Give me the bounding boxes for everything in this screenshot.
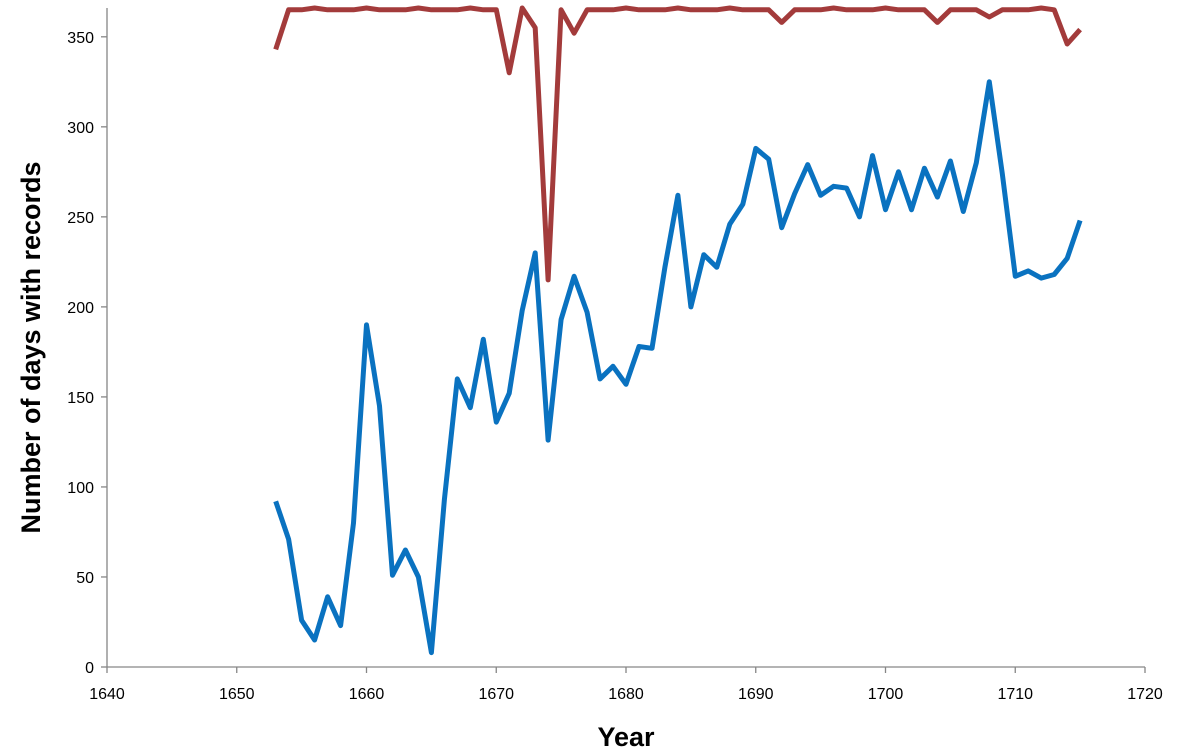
series-line-2 (273, 79, 1083, 656)
x-tick-label: 1670 (478, 686, 514, 703)
y-tick-label: 150 (67, 390, 94, 407)
x-tick-label: 1640 (89, 686, 125, 703)
x-tick-label: 1650 (219, 686, 255, 703)
y-tick-label: 350 (67, 30, 94, 47)
series-line-1 (273, 5, 1082, 283)
y-tick-label: 100 (67, 480, 94, 497)
axes (106, 8, 1145, 668)
x-tick-label: 1680 (608, 686, 644, 703)
y-tick-label: 300 (67, 120, 94, 137)
x-axis-title: Year (597, 722, 655, 751)
x-tick-label: 1710 (997, 686, 1033, 703)
x-tick-label: 1700 (868, 686, 904, 703)
x-tick-label: 1690 (738, 686, 774, 703)
y-axis-ticks: 0 50 100 150 200 250 300 350 (67, 30, 107, 677)
y-tick-label: 250 (67, 210, 94, 227)
x-tick-label: 1720 (1127, 686, 1163, 703)
x-axis-ticks: 1640 1650 1660 1670 1680 1690 1700 1710 1720 (89, 667, 1163, 703)
y-tick-label: 0 (85, 660, 94, 677)
plot-area (273, 5, 1083, 656)
y-tick-label: 200 (67, 300, 94, 317)
y-tick-label: 50 (76, 570, 94, 587)
x-tick-label: 1660 (349, 686, 385, 703)
y-axis-title: Number of days with records (16, 161, 46, 533)
